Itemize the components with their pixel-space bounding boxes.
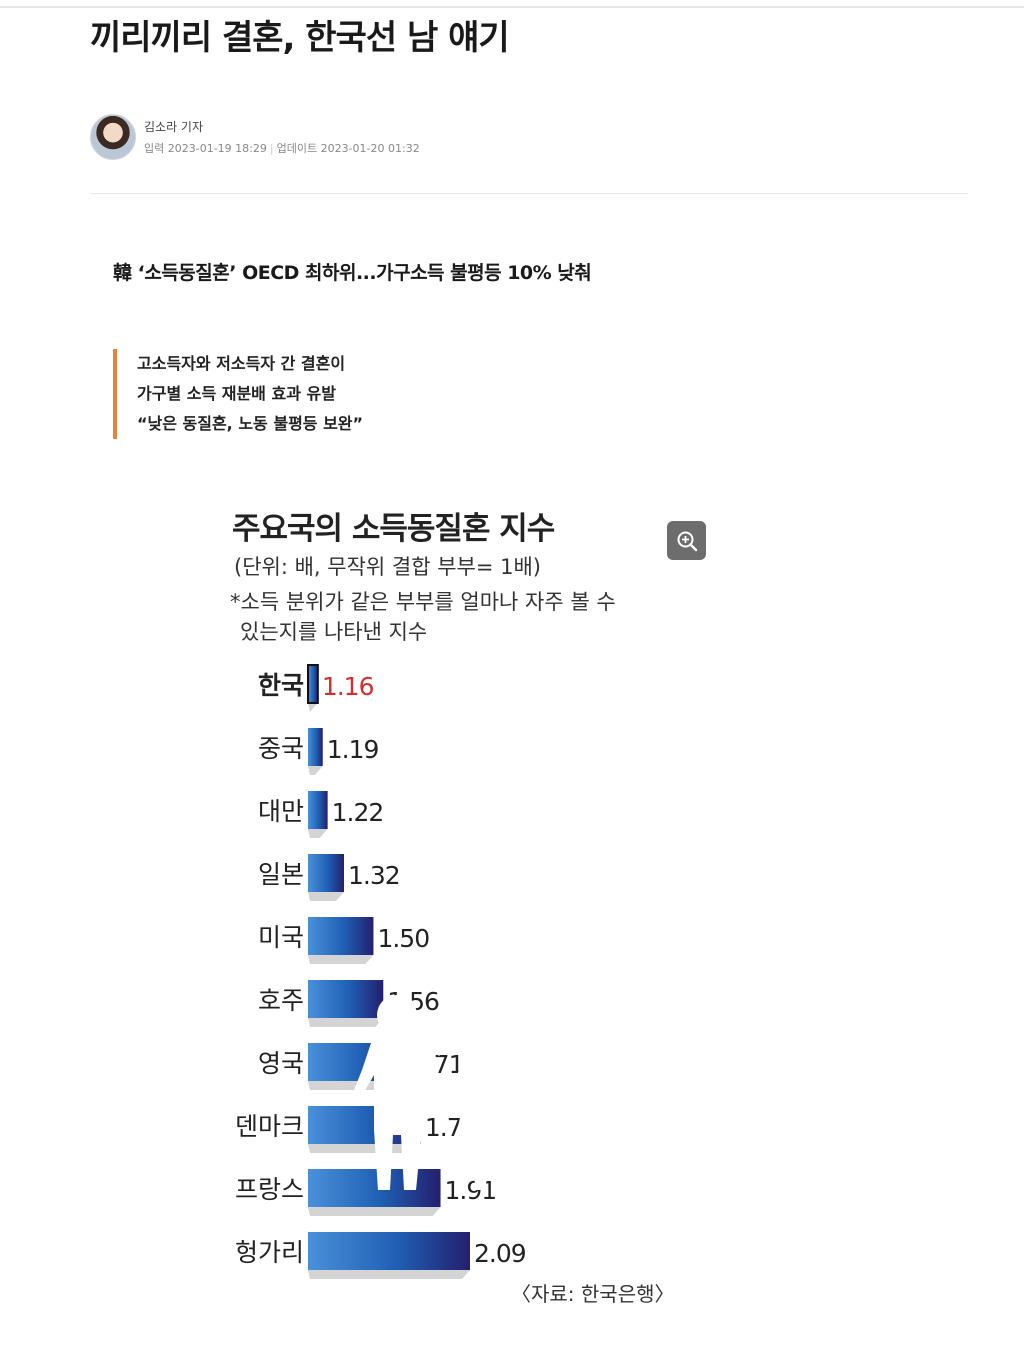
zoom-in-icon	[677, 531, 697, 551]
reporter-name[interactable]: 김소라 기자	[144, 120, 204, 134]
chart-note-line: *소득 분위가 같은 부부를 얼마나 자주 볼 수	[230, 590, 616, 614]
category-label: 대만	[258, 797, 304, 826]
chart-note: *소득 분위가 같은 부부를 얼마나 자주 볼 수 있는지를 나타낸 지수	[230, 587, 616, 647]
chart-source: 〈자료: 한국은행〉	[511, 1282, 675, 1306]
bar-shadow	[308, 1207, 441, 1216]
summary-line: “낮은 동질혼, 노동 불평등 보완”	[137, 414, 364, 433]
chart-figure: 한국 1.16 중국 1.19 대만 1.22 일본 1.32 미국 1.50 호주 1.56 영국 1.…	[226, 495, 721, 1315]
category-label: 영국	[258, 1049, 304, 1078]
category-label: 호주	[258, 986, 304, 1015]
bar-shadow	[308, 1144, 421, 1153]
bar-8	[308, 1169, 441, 1207]
bar-shadow	[308, 1270, 470, 1279]
bar-shadow	[308, 1018, 384, 1027]
value-label: 1.22	[332, 798, 384, 827]
value-label: 1.50	[377, 924, 429, 953]
value-label: 1.16	[322, 672, 374, 701]
bar-shadow	[308, 829, 328, 838]
category-label: 일본	[258, 860, 304, 889]
bar-shadow	[308, 766, 323, 775]
bar-3	[308, 854, 344, 892]
chart-unit: (단위: 배, 무작위 결합 부부= 1배)	[234, 555, 541, 579]
bar-shadow	[308, 955, 374, 964]
article-dates: 입력 2023-01-19 18:29 | 업데이트 2023-01-20 01:3…	[144, 140, 420, 156]
value-label: 2.09	[474, 1239, 526, 1268]
category-label: 미국	[258, 923, 304, 952]
summary-line: 고소득자와 저소득자 간 결혼이	[137, 354, 346, 373]
reporter-avatar[interactable]	[90, 114, 136, 160]
bar-shadow	[308, 703, 318, 712]
article-summary: 고소득자와 저소득자 간 결혼이 가구별 소득 재분배 효과 유발 “낮은 동질…	[113, 349, 363, 439]
date-separator: |	[269, 142, 274, 155]
bar-1	[308, 728, 323, 766]
category-label: 한국	[258, 671, 304, 700]
updated-date: 업데이트 2023-01-20 01:32	[276, 142, 420, 155]
chart-title: 주요국의 소득동질혼 지수	[232, 511, 555, 547]
category-label: 중국	[258, 734, 304, 763]
bar-9	[308, 1232, 470, 1270]
bar-2	[308, 791, 328, 829]
bar-4	[308, 917, 374, 955]
byline-divider	[90, 193, 968, 194]
value-label: 1.32	[348, 861, 400, 890]
zoom-button[interactable]	[667, 521, 706, 560]
category-label: 프랑스	[235, 1175, 304, 1204]
summary-line: 가구별 소득 재분배 효과 유발	[137, 384, 336, 403]
bar-5	[308, 980, 384, 1018]
published-date: 입력 2023-01-19 18:29	[144, 142, 267, 155]
category-label: 덴마크	[235, 1112, 304, 1141]
top-divider	[0, 6, 1024, 8]
value-label: 1.19	[327, 735, 379, 764]
couple-heart-icon	[352, 995, 539, 1190]
article-subheadline: 韓 ‘소득동질혼’ OECD 최하위...가구소득 불평등 10% 낮춰	[113, 262, 592, 284]
value-label: 1.91	[445, 1176, 497, 1205]
bar-0	[307, 664, 319, 704]
category-label: 헝가리	[235, 1238, 304, 1267]
bar-shadow	[308, 892, 344, 901]
article-headline: 끼리끼리 결혼, 한국선 남 얘기	[90, 18, 510, 58]
chart-note-line: 있는지를 나타낸 지수	[240, 620, 428, 644]
